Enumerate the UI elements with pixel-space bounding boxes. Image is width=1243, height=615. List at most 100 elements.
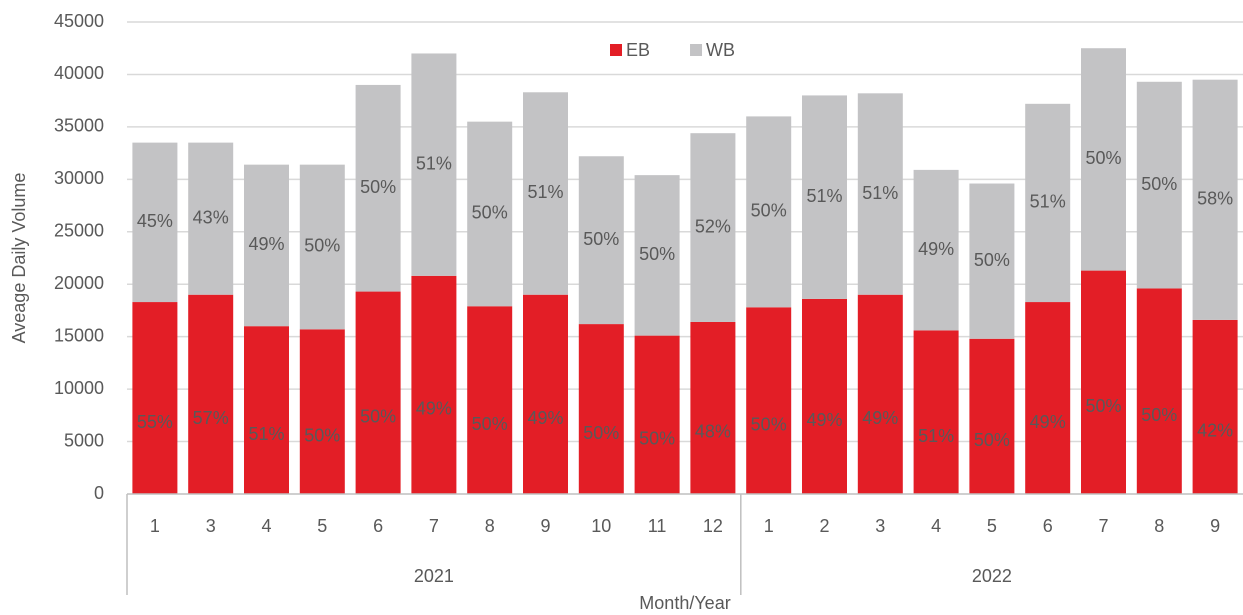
bar-segment <box>299 164 345 330</box>
share-label: 50% <box>360 177 396 197</box>
bar-segment <box>299 329 345 494</box>
x-tick-label: 3 <box>206 516 216 536</box>
legend-swatch <box>610 44 622 56</box>
bar-segment <box>578 324 624 494</box>
bar-segment <box>1081 48 1126 271</box>
bar-segment <box>244 164 289 327</box>
share-label: 55% <box>137 412 173 432</box>
bar-segment <box>188 142 234 295</box>
share-label: 49% <box>806 410 842 430</box>
share-label: 42% <box>1197 421 1233 441</box>
bar-segment <box>969 338 1015 494</box>
x-tick-label: 7 <box>429 516 439 536</box>
y-tick-label: 15000 <box>54 325 104 345</box>
share-label: 51% <box>416 153 452 173</box>
bar-segment <box>746 116 792 308</box>
share-label: 49% <box>416 399 452 419</box>
bar-segment <box>244 326 289 494</box>
share-label: 48% <box>695 422 731 442</box>
share-label: 57% <box>193 408 229 428</box>
share-label: 49% <box>918 239 954 259</box>
share-label: 50% <box>974 250 1010 270</box>
share-label: 50% <box>1141 405 1177 425</box>
bar-segment <box>857 294 903 494</box>
share-label: 50% <box>751 201 787 221</box>
bar-segment <box>467 121 513 307</box>
share-label: 51% <box>248 424 284 444</box>
bar-segment <box>578 156 624 325</box>
y-tick-label: 25000 <box>54 221 104 241</box>
share-label: 50% <box>472 203 508 223</box>
y-tick-label: 0 <box>94 483 104 503</box>
share-label: 45% <box>137 211 173 231</box>
x-tick-label: 11 <box>648 516 667 536</box>
share-label: 49% <box>527 408 563 428</box>
bar-segment <box>634 335 680 494</box>
bar-segment <box>355 84 401 292</box>
share-label: 51% <box>918 426 954 446</box>
bar-segment <box>1136 81 1182 289</box>
share-label: 50% <box>639 429 675 449</box>
bar-segment <box>634 175 680 336</box>
share-label: 50% <box>751 414 787 434</box>
bar-segment <box>913 330 959 494</box>
share-label: 50% <box>974 430 1010 450</box>
share-label: 51% <box>527 182 563 202</box>
x-tick-label: 1 <box>150 516 160 536</box>
share-label: 49% <box>1030 412 1066 432</box>
x-tick-label: 6 <box>1043 516 1053 536</box>
y-tick-label: 35000 <box>54 116 104 136</box>
y-tick-label: 30000 <box>54 168 104 188</box>
share-label: 50% <box>639 244 675 264</box>
x-tick-label: 2 <box>819 516 829 536</box>
share-label: 50% <box>583 229 619 249</box>
legend-label: EB <box>626 40 650 60</box>
share-label: 58% <box>1197 189 1233 209</box>
share-label: 50% <box>304 236 340 256</box>
bar-segment <box>132 142 178 303</box>
x-tick-label: 4 <box>931 516 941 536</box>
bar-segment <box>1081 270 1126 494</box>
x-tick-label: 8 <box>1154 516 1164 536</box>
x-tick-label: 8 <box>485 516 495 536</box>
x-tick-label: 9 <box>540 516 550 536</box>
y-tick-label: 40000 <box>54 63 104 83</box>
share-label: 50% <box>472 414 508 434</box>
bar-segment <box>802 298 847 494</box>
share-label: 50% <box>1085 396 1121 416</box>
bar-segment <box>411 275 457 494</box>
x-tick-label: 12 <box>703 516 723 536</box>
x-tick-label: 9 <box>1210 516 1220 536</box>
x-tick-label: 5 <box>317 516 327 536</box>
bar-segment <box>411 53 457 276</box>
x-tick-label: 1 <box>764 516 774 536</box>
bar-segment <box>802 95 847 299</box>
y-tick-label: 5000 <box>64 430 104 450</box>
share-label: 50% <box>1085 148 1121 168</box>
bar-segment <box>690 133 736 322</box>
share-label: 43% <box>193 207 229 227</box>
share-label: 51% <box>1030 192 1066 212</box>
bar-segment <box>857 93 903 295</box>
y-tick-label: 45000 <box>54 11 104 31</box>
bar-segment <box>1192 319 1238 494</box>
x-tick-label: 6 <box>373 516 383 536</box>
bar-segment <box>355 291 401 494</box>
bar-segment <box>1025 302 1071 494</box>
y-axis-label: Aveage Daily Volume <box>9 173 29 344</box>
x-tick-label: 3 <box>875 516 885 536</box>
x-tick-label: 10 <box>591 516 611 536</box>
bar-segment <box>913 169 959 331</box>
share-label: 51% <box>806 186 842 206</box>
bar-segment <box>746 307 792 494</box>
share-label: 50% <box>360 407 396 427</box>
x-tick-label: 7 <box>1098 516 1108 536</box>
x-axis-label: Month/Year <box>639 593 730 613</box>
share-label: 50% <box>304 425 340 445</box>
share-label: 51% <box>862 183 898 203</box>
share-label: 49% <box>248 234 284 254</box>
bar-segment <box>523 92 568 295</box>
share-label: 49% <box>862 408 898 428</box>
x-tick-label: 4 <box>261 516 271 536</box>
